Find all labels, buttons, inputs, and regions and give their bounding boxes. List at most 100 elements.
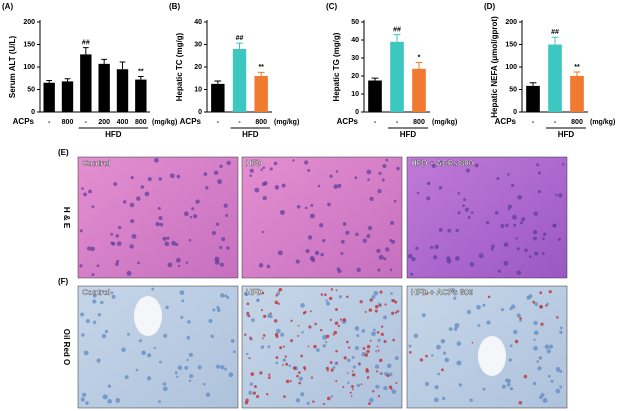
error-bar <box>529 82 537 86</box>
nucleus <box>393 199 397 203</box>
bar <box>98 63 110 112</box>
lipid-droplet <box>518 400 523 405</box>
nucleus <box>224 367 227 371</box>
image-label: Control <box>82 159 110 168</box>
lipid-droplet <box>392 338 395 342</box>
nucleus <box>113 182 118 186</box>
nucleus <box>337 183 342 188</box>
nucleus <box>316 348 320 352</box>
nucleus <box>177 365 183 370</box>
nucleus <box>129 244 134 249</box>
nucleus <box>424 381 430 387</box>
nucleus <box>356 267 361 273</box>
nucleus <box>335 170 339 173</box>
lipid-droplet <box>372 390 375 393</box>
significance-label: ** <box>138 68 144 75</box>
nucleus <box>542 237 545 241</box>
lipid-droplet <box>368 402 371 406</box>
nucleus <box>186 358 189 362</box>
lipid-droplet <box>352 388 354 391</box>
nucleus <box>559 385 563 389</box>
nucleus <box>410 272 414 276</box>
x-tick-label: - <box>396 119 399 126</box>
lipid-droplet <box>532 300 536 304</box>
nucleus <box>90 246 95 252</box>
nucleus <box>534 302 539 307</box>
nucleus <box>385 247 390 252</box>
lipid-droplet <box>308 325 312 329</box>
nucleus <box>533 330 539 335</box>
x-tick-label: - <box>238 119 241 126</box>
nucleus <box>211 231 216 236</box>
x-tick-label: 800 <box>571 119 583 126</box>
nucleus <box>118 225 122 230</box>
y-tick-label: 50 <box>27 86 35 93</box>
nucleus <box>389 268 393 272</box>
lipid-droplet <box>281 364 284 366</box>
nucleus <box>533 338 536 342</box>
x-tick-label: - <box>374 119 377 126</box>
y-tick-label: 40 <box>351 37 359 44</box>
nucleus <box>97 313 102 317</box>
lipid-droplet <box>335 380 338 383</box>
nucleus <box>262 166 266 169</box>
nucleus <box>92 293 97 298</box>
nucleus <box>273 161 278 166</box>
nucleus <box>214 256 220 262</box>
lipid-droplet <box>263 314 267 318</box>
nucleus <box>516 313 521 318</box>
nucleus <box>101 333 107 339</box>
nucleus <box>307 169 311 173</box>
nucleus <box>469 262 475 267</box>
nucleus <box>536 163 540 167</box>
nucleus <box>455 228 459 233</box>
nucleus <box>179 290 185 296</box>
lipid-droplet <box>335 289 338 292</box>
x-tick-label: 800 <box>255 119 267 126</box>
lipid-droplet <box>380 325 384 328</box>
nucleus <box>80 397 85 402</box>
lipid-droplet <box>333 330 338 335</box>
lipid-droplet <box>266 393 269 396</box>
lipid-droplet <box>556 316 559 319</box>
nucleus <box>220 365 225 370</box>
lipid-droplet <box>377 349 380 352</box>
nucleus <box>396 166 400 171</box>
lipid-droplet <box>335 349 338 353</box>
bar <box>390 41 404 112</box>
lipid-droplet <box>250 372 255 376</box>
nucleus <box>147 177 152 182</box>
nucleus <box>382 315 387 320</box>
nucleus <box>503 260 509 266</box>
lipid-droplet <box>337 324 341 328</box>
nucleus <box>494 211 499 215</box>
nucleus <box>354 346 359 351</box>
nucleus <box>441 396 446 401</box>
nucleus <box>537 189 541 194</box>
x-tick-label: 800 <box>413 119 425 126</box>
nucleus <box>151 287 155 291</box>
lipid-droplet <box>275 356 279 359</box>
nucleus <box>197 365 202 370</box>
nucleus <box>482 303 486 307</box>
lipid-droplet <box>249 337 253 341</box>
lipid-droplet <box>366 344 371 349</box>
micrograph <box>406 156 568 279</box>
nucleus <box>162 386 168 392</box>
lipid-droplet <box>325 341 327 343</box>
lipid-droplet <box>343 356 347 360</box>
y-axis-label: Serum ALT (U/L) <box>8 36 17 99</box>
bar <box>116 69 129 112</box>
nucleus <box>175 375 179 378</box>
nucleus <box>377 338 381 342</box>
nucleus <box>447 228 452 233</box>
nucleus <box>304 160 309 165</box>
y-tick-label: 40 <box>194 19 202 26</box>
nucleus <box>162 236 167 241</box>
nucleus <box>107 384 112 388</box>
lipid-droplet <box>346 340 349 344</box>
nucleus <box>456 341 462 346</box>
lipid-droplet <box>304 310 307 314</box>
nucleus <box>386 363 392 369</box>
lipid-droplet <box>364 310 367 313</box>
